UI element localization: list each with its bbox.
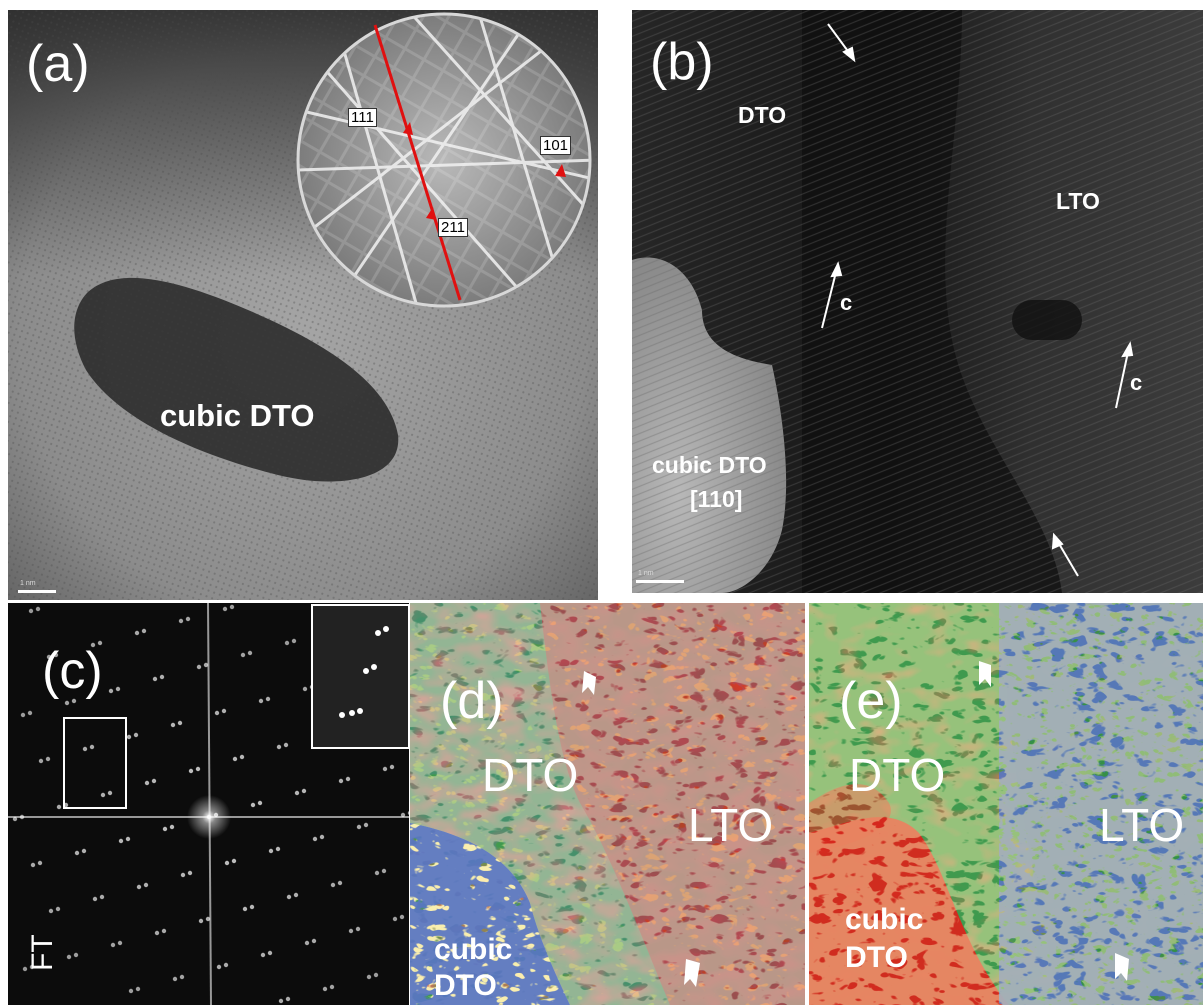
panel-d: (d) DTO LTO cubic DTO — [410, 603, 807, 1005]
scale-bar-a — [18, 590, 56, 593]
lto-label-e: LTO — [1099, 799, 1185, 851]
lto-label-d: LTO — [688, 799, 774, 851]
fft-zoom-inset — [311, 604, 409, 749]
c-axis-label-1: c — [840, 290, 853, 315]
scale-bar-b — [636, 580, 684, 583]
kikuchi-index-211: 211 — [438, 218, 468, 237]
panel-c: (c) FT — [8, 603, 409, 1005]
fft-selection-box — [63, 717, 127, 809]
arrows-e — [979, 661, 1129, 981]
panel-c-label: (c) — [42, 642, 103, 700]
cubic-label-e-line2: DTO — [845, 941, 908, 974]
cubic-label-d-line1: cubic — [434, 933, 513, 966]
strain-map-d — [410, 603, 807, 1005]
dto-label-d: DTO — [482, 749, 579, 801]
panel-a: 111 101 211 (a) cubic DTO 1 nm — [8, 10, 598, 600]
dto-label-e: DTO — [849, 749, 946, 801]
strain-map-e — [809, 603, 1203, 1005]
kikuchi-index-101: 101 — [540, 136, 572, 155]
cubic-label-d-line2: DTO — [434, 969, 497, 1002]
cubic-dto-label: cubic DTO — [160, 398, 315, 433]
panel-a-label: (a) — [26, 35, 90, 93]
panel-e: (e) DTO LTO cubic DTO — [809, 603, 1203, 1005]
fourier-transform-image — [8, 603, 409, 1005]
panel-b: (b) DTO LTO c c cubic DTO [110] 1 nm — [632, 10, 1203, 593]
cubic-label-e-line1: cubic — [845, 903, 924, 936]
panel-b-label: (b) — [650, 33, 714, 91]
lto-label-b: LTO — [1056, 188, 1100, 214]
dto-label-b: DTO — [738, 102, 787, 128]
scale-text-b: 1 nm — [638, 570, 654, 577]
scale-text-a: 1 nm — [20, 580, 36, 587]
kikuchi-pattern-inset — [296, 12, 592, 308]
arrows-b — [821, 23, 1134, 577]
zone-axis-label-b: [110] — [690, 486, 743, 512]
pole-211-marker — [426, 207, 436, 220]
panel-e-label: (e) — [839, 672, 903, 730]
cubic-dto-label-b: cubic DTO — [652, 452, 767, 478]
panel-d-label: (d) — [440, 672, 504, 730]
diffraction-spots — [12, 604, 409, 1004]
kikuchi-red-line — [373, 24, 462, 301]
pole-101-marker — [555, 164, 566, 177]
kikuchi-index-111: 111 — [348, 108, 377, 127]
fft-zoom-spots — [339, 626, 389, 718]
panel-a-image — [8, 10, 598, 600]
arrows-d — [582, 671, 700, 987]
pole-111-marker — [403, 122, 413, 135]
ft-label: FT — [26, 934, 59, 971]
c-axis-label-2: c — [1130, 370, 1143, 395]
panel-b-image — [632, 10, 1203, 593]
